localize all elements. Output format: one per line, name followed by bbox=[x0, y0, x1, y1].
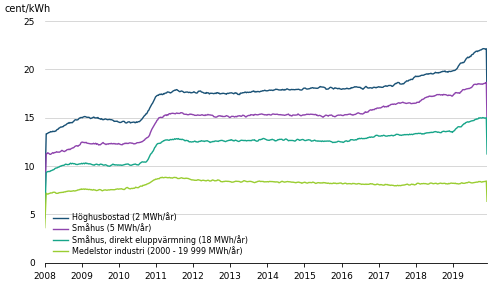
Höghusbostad (2 MWh/år) bbox=[481, 47, 487, 50]
Småhus, direkt eluppvärmning (18 MWh/år) bbox=[242, 139, 248, 142]
Medelstor industri (2000 - 19 999 MWh/år) bbox=[338, 181, 344, 185]
Line: Medelstor industri (2000 - 19 999 MWh/år): Medelstor industri (2000 - 19 999 MWh/år… bbox=[45, 177, 487, 228]
Medelstor industri (2000 - 19 999 MWh/år) bbox=[243, 179, 248, 183]
Småhus (5 MWh/år) bbox=[484, 126, 490, 129]
Småhus (5 MWh/år) bbox=[484, 81, 490, 84]
Höghusbostad (2 MWh/år) bbox=[484, 100, 490, 104]
Småhus (5 MWh/år) bbox=[375, 106, 381, 110]
Medelstor industri (2000 - 19 999 MWh/år) bbox=[120, 188, 126, 191]
Småhus, direkt eluppvärmning (18 MWh/år) bbox=[337, 140, 343, 143]
Småhus, direkt eluppvärmning (18 MWh/år) bbox=[156, 142, 162, 145]
Småhus, direkt eluppvärmning (18 MWh/år) bbox=[302, 139, 308, 142]
Höghusbostad (2 MWh/år) bbox=[375, 85, 381, 89]
Småhus, direkt eluppvärmning (18 MWh/år) bbox=[375, 134, 381, 137]
Höghusbostad (2 MWh/år) bbox=[42, 197, 48, 201]
Text: cent/kWh: cent/kWh bbox=[5, 4, 51, 14]
Småhus (5 MWh/år) bbox=[120, 142, 126, 146]
Legend: Höghusbostad (2 MWh/år), Småhus (5 MWh/år), Småhus, direkt eluppvärmning (18 MWh: Höghusbostad (2 MWh/år), Småhus (5 MWh/å… bbox=[53, 213, 248, 256]
Småhus (5 MWh/år) bbox=[302, 113, 308, 117]
Småhus (5 MWh/år) bbox=[42, 207, 48, 210]
Medelstor industri (2000 - 19 999 MWh/år) bbox=[42, 226, 48, 230]
Medelstor industri (2000 - 19 999 MWh/år) bbox=[303, 181, 309, 185]
Medelstor industri (2000 - 19 999 MWh/år) bbox=[159, 175, 165, 179]
Höghusbostad (2 MWh/år) bbox=[302, 86, 308, 90]
Höghusbostad (2 MWh/år) bbox=[156, 94, 162, 97]
Småhus, direkt eluppvärmning (18 MWh/år) bbox=[484, 152, 490, 156]
Småhus (5 MWh/år) bbox=[337, 113, 343, 117]
Line: Höghusbostad (2 MWh/år): Höghusbostad (2 MWh/år) bbox=[45, 49, 487, 199]
Line: Småhus, direkt eluppvärmning (18 MWh/år): Småhus, direkt eluppvärmning (18 MWh/år) bbox=[45, 117, 487, 218]
Medelstor industri (2000 - 19 999 MWh/år) bbox=[484, 200, 490, 203]
Småhus (5 MWh/år) bbox=[242, 114, 248, 118]
Småhus, direkt eluppvärmning (18 MWh/år) bbox=[120, 163, 126, 167]
Line: Småhus (5 MWh/år): Småhus (5 MWh/år) bbox=[45, 82, 487, 209]
Småhus, direkt eluppvärmning (18 MWh/år) bbox=[480, 116, 486, 119]
Småhus (5 MWh/år) bbox=[156, 117, 162, 120]
Småhus, direkt eluppvärmning (18 MWh/år) bbox=[42, 216, 48, 220]
Höghusbostad (2 MWh/år) bbox=[242, 90, 248, 94]
Höghusbostad (2 MWh/år) bbox=[120, 120, 126, 123]
Medelstor industri (2000 - 19 999 MWh/år) bbox=[156, 177, 162, 180]
Höghusbostad (2 MWh/år) bbox=[337, 87, 343, 91]
Medelstor industri (2000 - 19 999 MWh/år) bbox=[376, 183, 382, 186]
